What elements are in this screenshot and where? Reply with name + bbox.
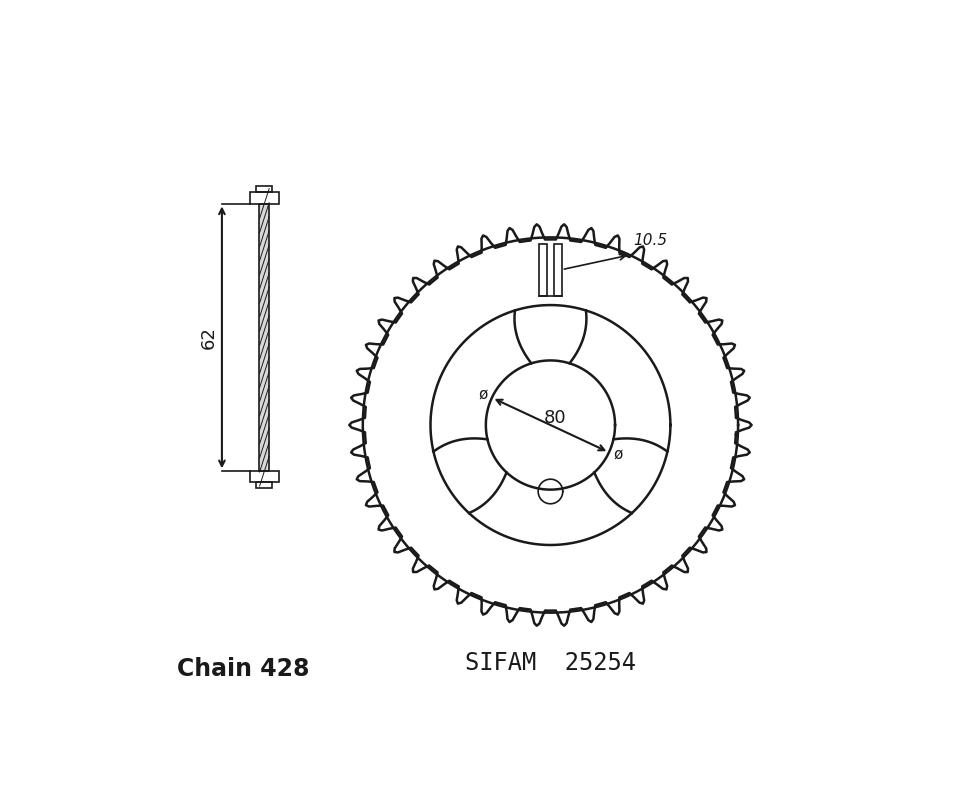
Bar bbox=[259, 204, 270, 471]
Text: Chain 428: Chain 428 bbox=[177, 658, 309, 682]
Bar bbox=[250, 471, 279, 483]
Text: ø: ø bbox=[613, 448, 623, 463]
Text: 10.5: 10.5 bbox=[633, 233, 667, 248]
Text: ø: ø bbox=[478, 388, 488, 402]
Bar bbox=[540, 244, 547, 296]
Text: SIFAM  25254: SIFAM 25254 bbox=[465, 651, 636, 675]
Bar bbox=[256, 186, 273, 193]
Bar bbox=[250, 193, 279, 204]
Bar bbox=[554, 244, 562, 296]
Text: 80: 80 bbox=[544, 408, 566, 427]
Text: 62: 62 bbox=[200, 326, 217, 349]
Bar bbox=[256, 483, 273, 488]
